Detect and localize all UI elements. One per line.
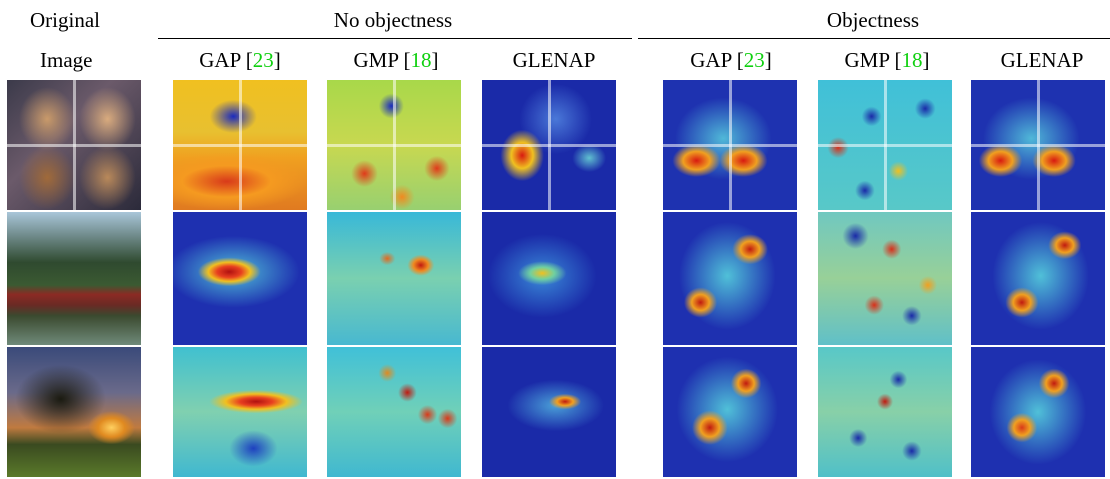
original-image-row-3: [7, 347, 141, 477]
original-image-row-2: [7, 212, 141, 345]
original-header: Original: [30, 8, 100, 32]
grid-divider: [548, 80, 551, 210]
heatmap-gap-objectness-row-2: [663, 212, 797, 345]
citation-link[interactable]: 18: [901, 48, 923, 72]
heatmap-glenap-no-objectness-row-2: [482, 212, 616, 345]
column-label-glenap-no-objectness: GLENAP: [512, 48, 596, 72]
grid-divider: [73, 80, 76, 210]
grid-divider: [729, 80, 732, 210]
heatmap-gmp-no-objectness-row-2: [327, 212, 461, 345]
heatmap-glenap-objectness-row-3: [971, 347, 1105, 477]
grid-divider: [393, 80, 396, 210]
column-label-glenap-objectness: GLENAP: [1000, 48, 1084, 72]
grid-divider: [884, 80, 887, 210]
citation-link[interactable]: 23: [743, 48, 765, 72]
heatmap-glenap-objectness-row-2: [971, 212, 1105, 345]
heatmap-gmp-objectness-row-3: [818, 347, 952, 477]
heatmap-gmp-objectness-row-2: [818, 212, 952, 345]
image-header: Image: [40, 48, 93, 72]
heatmap-gmp-objectness-row-1: [818, 80, 952, 210]
group-rule-objectness: [638, 38, 1110, 39]
heatmap-gap-no-objectness-row-1: [173, 80, 307, 210]
heatmap-glenap-no-objectness-row-1: [482, 80, 616, 210]
group-rule-no-objectness: [158, 38, 632, 39]
column-label-gmp-no-objectness: GMP [18]: [353, 48, 439, 72]
grid-divider: [239, 80, 242, 210]
heatmap-glenap-objectness-row-1: [971, 80, 1105, 210]
group-label-no-objectness: No objectness: [333, 8, 453, 32]
heatmap-gap-objectness-row-3: [663, 347, 797, 477]
column-label-gap-no-objectness: GAP [23]: [199, 48, 281, 72]
group-label-objectness: Objectness: [826, 8, 920, 32]
column-label-gap-objectness: GAP [23]: [690, 48, 772, 72]
heatmap-gap-objectness-row-1: [663, 80, 797, 210]
original-image-row-1: [7, 80, 141, 210]
citation-link[interactable]: 18: [410, 48, 432, 72]
citation-link[interactable]: 23: [252, 48, 274, 72]
column-label-gmp-objectness: GMP [18]: [844, 48, 930, 72]
heatmap-gap-no-objectness-row-3: [173, 347, 307, 477]
heatmap-gmp-no-objectness-row-3: [327, 347, 461, 477]
grid-divider: [1037, 80, 1040, 210]
heatmap-gmp-no-objectness-row-1: [327, 80, 461, 210]
heatmap-glenap-no-objectness-row-3: [482, 347, 616, 477]
heatmap-gap-no-objectness-row-2: [173, 212, 307, 345]
